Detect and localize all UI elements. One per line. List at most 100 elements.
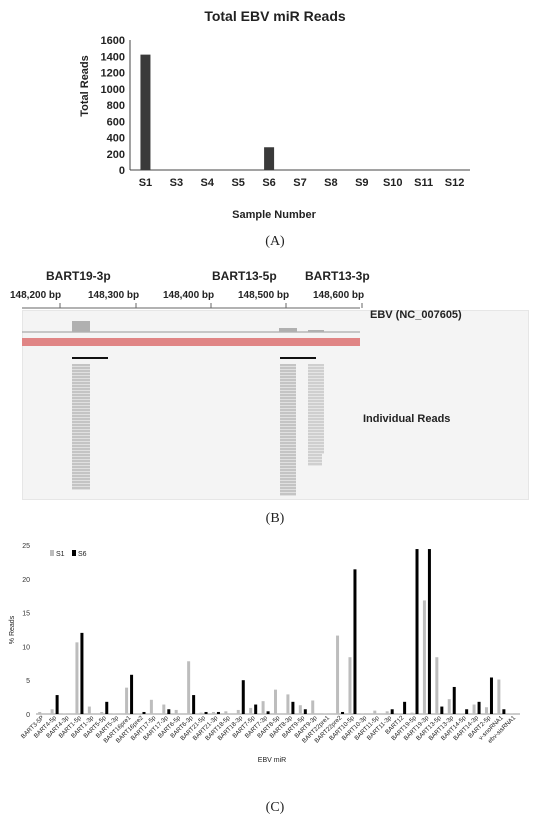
read-bar (280, 454, 296, 457)
chart-c-bar (410, 712, 414, 714)
chart-c-bar (241, 680, 245, 714)
read-bar (280, 379, 296, 382)
read-bar (72, 397, 90, 400)
ruler-label-148200: 148,200 bp (10, 290, 62, 301)
read-bar (308, 454, 322, 457)
chart-c-bar (142, 711, 146, 714)
read-bar (308, 409, 324, 412)
read-bar (308, 433, 324, 436)
read-bar (308, 436, 324, 439)
legend-swatch (50, 550, 54, 556)
chart-a-bar (140, 54, 151, 170)
chart-c-bar (435, 657, 439, 714)
ruler-label-148400: 148,400 bp (163, 290, 215, 301)
chart-c-legend: S1 S6 (50, 550, 87, 558)
chart-a-ytick-label: 1400 (101, 51, 125, 63)
chart-c-ytick-label: 15 (22, 611, 30, 618)
chart-c-bar (341, 711, 345, 714)
label-bart13-3p: BART13-3p (305, 269, 370, 283)
chart-c-bar (291, 701, 295, 714)
read-bar (308, 403, 324, 406)
read-bar (308, 376, 324, 379)
chart-c-bar (162, 704, 166, 714)
panel-label-a: (A) (265, 234, 285, 249)
chart-c-bar (38, 711, 42, 714)
read-bar (280, 412, 296, 415)
read-bar (72, 379, 90, 382)
read-bar (72, 394, 90, 397)
read-bar (280, 460, 296, 463)
read-bar (308, 424, 324, 427)
chart-a-xtick-label: S6 (262, 177, 275, 189)
read-bar (308, 388, 324, 391)
read-bar (72, 481, 90, 484)
read-bar (72, 391, 90, 394)
chart-c-bar (472, 704, 476, 714)
ruler-label-148600: 148,600 bp (313, 290, 365, 301)
igv-reads-label: Individual Reads (363, 413, 451, 425)
chart-c-bar (353, 569, 357, 714)
read-bar (280, 478, 296, 481)
chart-c-bar (360, 713, 364, 714)
chart-c-bar (187, 661, 191, 714)
chart-c-bar (216, 711, 220, 714)
read-bar (280, 448, 296, 451)
read-bar (280, 445, 296, 448)
read-bar (280, 421, 296, 424)
read-bar (280, 406, 296, 409)
igv-track-label: EBV (NC_007605) (370, 309, 462, 321)
chart-c-bar (125, 687, 129, 714)
read-bar (72, 457, 90, 460)
read-bar (280, 466, 296, 469)
read-bar (308, 427, 324, 430)
chart-a-xtick-label: S1 (139, 177, 152, 189)
read-bar (308, 370, 324, 373)
chart-c-bar (484, 707, 488, 714)
read-bar (72, 415, 90, 418)
chart-c-bar (398, 713, 402, 714)
chart-c-bar (236, 709, 240, 714)
read-bar (308, 406, 324, 409)
chart-a-ytick-label: 1600 (101, 35, 125, 47)
chart-c-ytick-label: 5 (26, 678, 30, 685)
legend-label: S6 (78, 551, 87, 558)
chart-a-xtick-label: S7 (293, 177, 306, 189)
read-bar (308, 463, 322, 466)
chart-c-bar (130, 674, 134, 714)
read-bar (280, 484, 296, 487)
read-bar (72, 466, 90, 469)
chart-a-ytick-label: 0 (119, 165, 125, 177)
read-bar (72, 421, 90, 424)
chart-c-ylabel: % Reads (9, 615, 16, 644)
chart-a-bar (264, 147, 275, 170)
read-bar (280, 403, 296, 406)
read-bar (280, 493, 296, 496)
chart-c-ytick-label: 10 (22, 644, 30, 651)
chart-a-ytick-label: 1200 (101, 68, 125, 80)
read-bar (280, 370, 296, 373)
read-bar (280, 433, 296, 436)
chart-c-bar (298, 705, 302, 714)
chart-c-bar (274, 689, 277, 714)
chart-c-ytick-label: 20 (22, 577, 30, 584)
read-bar (280, 391, 296, 394)
chart-a-xtick-label: S11 (414, 177, 433, 189)
read-bar (72, 469, 90, 472)
read-bar (308, 379, 324, 382)
chart-c-bar (249, 707, 253, 714)
chart-a-xtick-label: S12 (445, 177, 465, 189)
label-bart19-3p: BART19-3p (46, 269, 111, 283)
read-bar (72, 388, 90, 391)
chart-c-ytick-label: 0 (26, 712, 30, 719)
read-bar (280, 472, 296, 475)
label-bart13-5p: BART13-5p (212, 269, 277, 283)
read-bar (280, 376, 296, 379)
read-bar (280, 481, 296, 484)
read-bar (72, 442, 90, 445)
read-bar (72, 433, 90, 436)
read-bar (280, 439, 296, 442)
read-bar (72, 448, 90, 451)
chart-c-bar (211, 711, 215, 714)
read-bar (72, 430, 90, 433)
read-bar (72, 385, 90, 388)
